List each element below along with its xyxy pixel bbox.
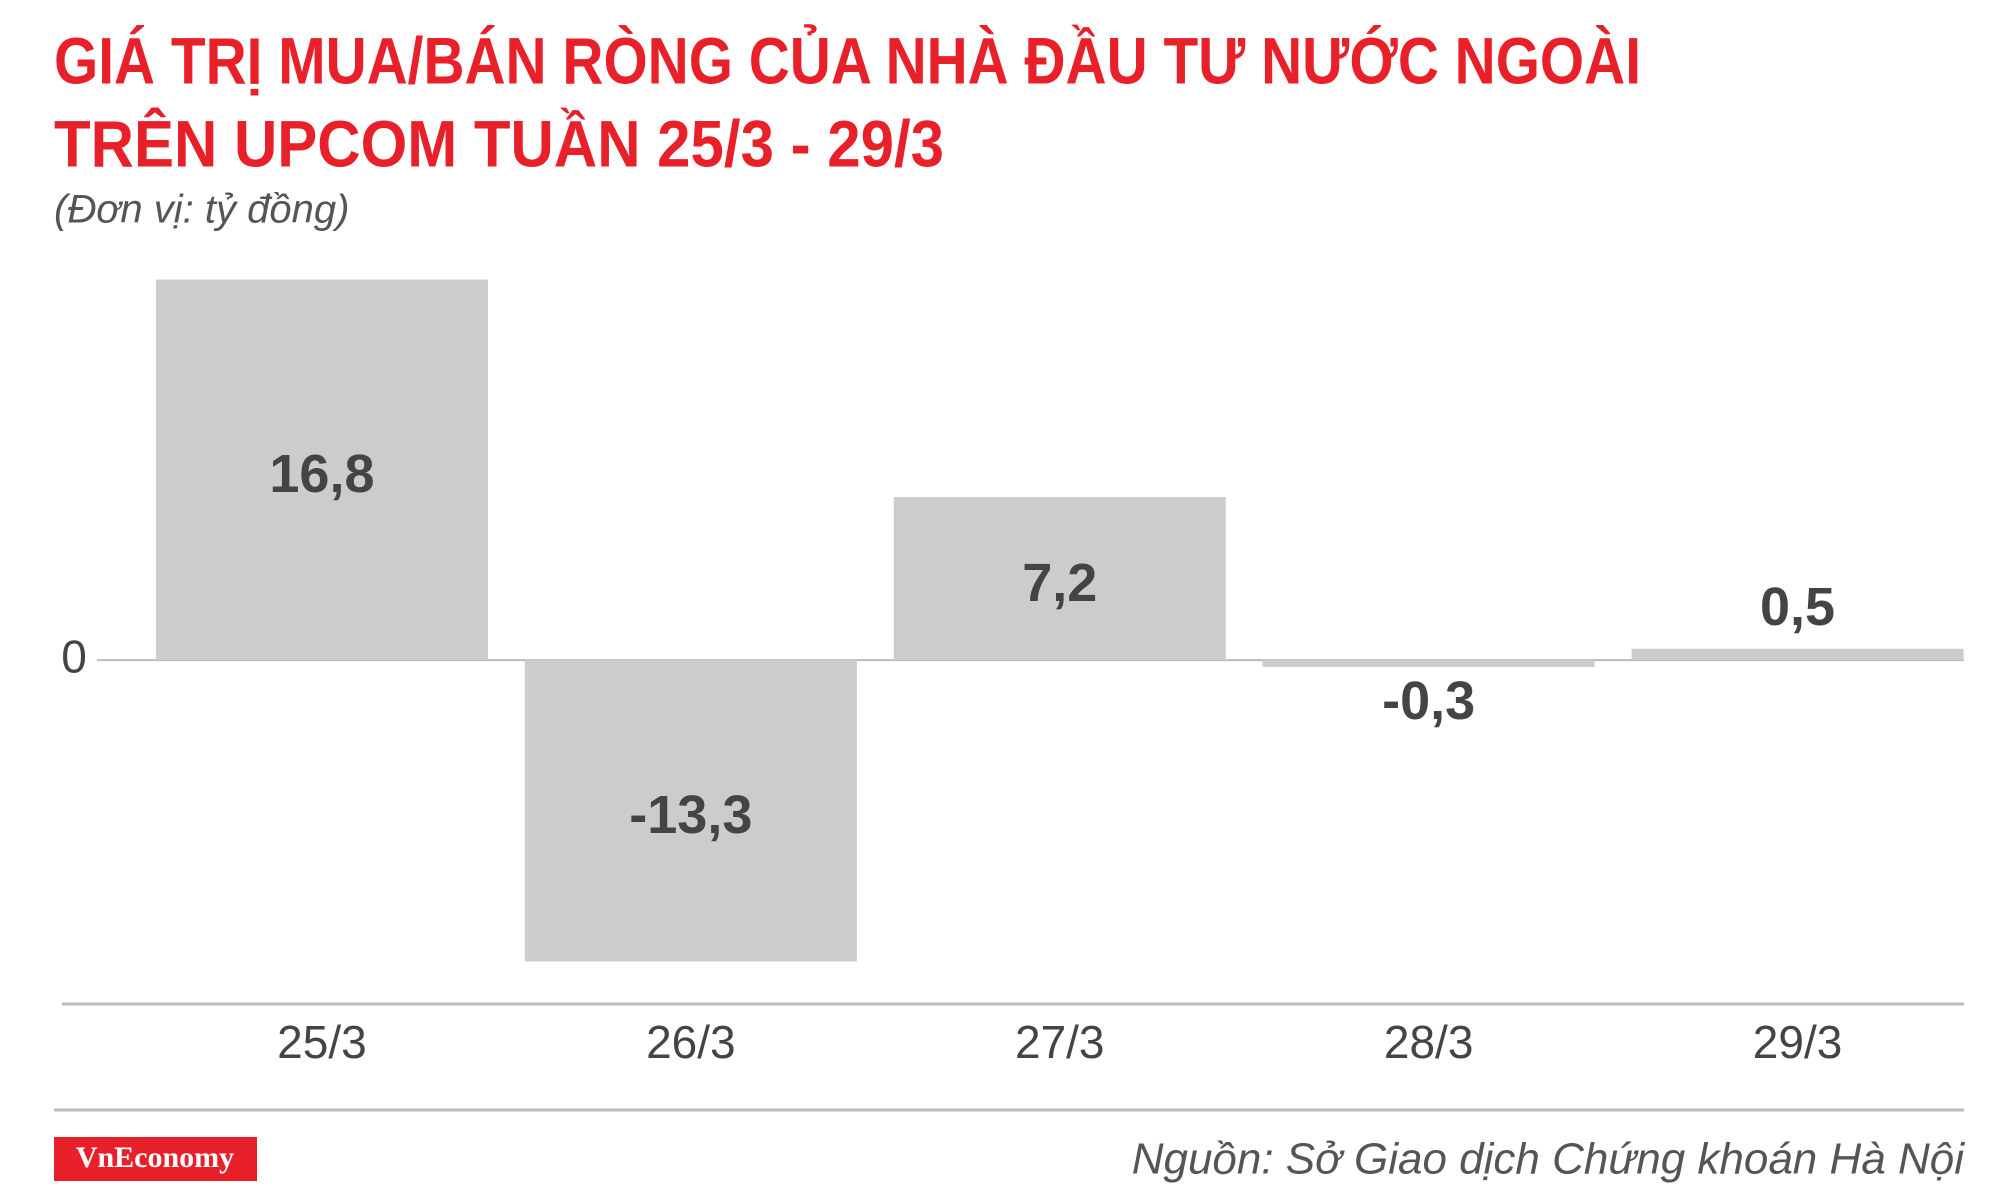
- logo: VnEconomy: [76, 1141, 234, 1174]
- bar: [155, 279, 488, 661]
- value-label: 0,5: [1760, 577, 1835, 637]
- chart-title: GIÁ TRỊ MUA/BÁN RÒNG CỦA NHÀ ĐẦU TƯ NƯỚC…: [54, 23, 1641, 97]
- source: Nguồn: Sở Giao dịch Chứng khoán Hà Nội: [1132, 1135, 1966, 1184]
- bar: [524, 660, 857, 962]
- x-tick-label: 28/3: [1384, 1016, 1474, 1068]
- chart-title: TRÊN UPCOM TUẦN 25/3 - 29/3: [54, 106, 944, 180]
- y-tick-label: 0: [61, 630, 87, 682]
- value-label: -0,3: [1382, 671, 1475, 731]
- bar: [1262, 660, 1595, 667]
- bar: [1631, 648, 1964, 661]
- x-tick-label: 25/3: [277, 1016, 367, 1068]
- logo-box: [54, 1137, 257, 1181]
- x-tick-label: 27/3: [1015, 1016, 1105, 1068]
- value-label: 7,2: [1022, 553, 1097, 613]
- value-label: 16,8: [269, 444, 374, 504]
- x-tick-label: 26/3: [646, 1016, 736, 1068]
- bar: [893, 497, 1226, 661]
- value-label: -13,3: [629, 785, 752, 845]
- x-tick-label: 29/3: [1753, 1016, 1843, 1068]
- chart-subtitle: (Đơn vị: tỷ đồng): [54, 188, 349, 232]
